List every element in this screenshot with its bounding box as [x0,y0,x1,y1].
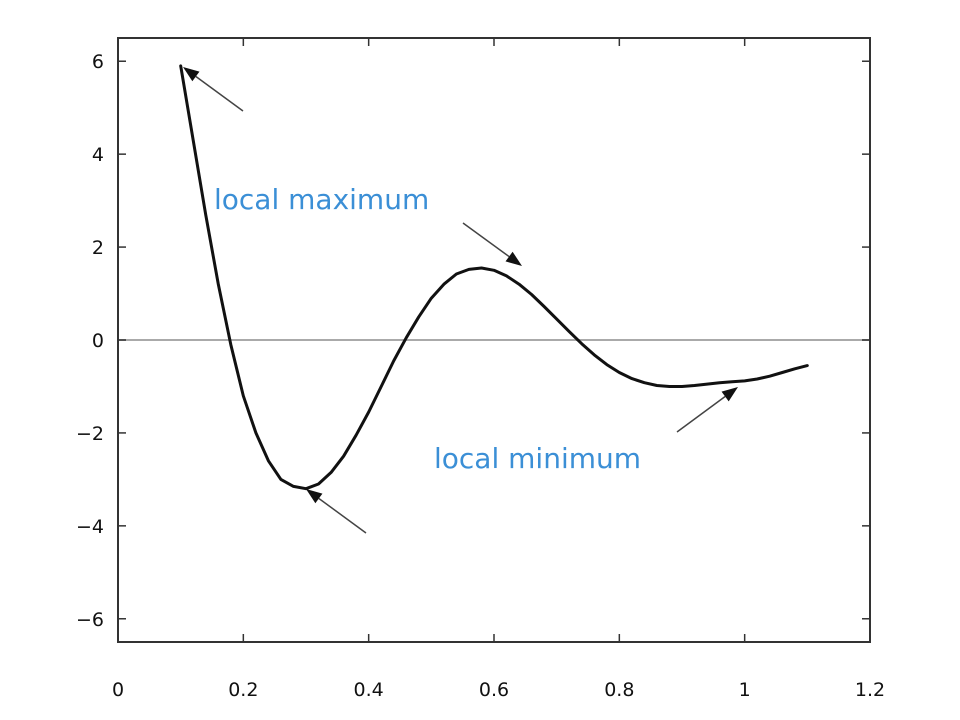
y-tick-label: 6 [92,51,104,73]
arrow-local-maximum [462,222,522,266]
local-minimum-label: local minimum [434,442,641,475]
x-tick-label: 0.6 [479,679,509,701]
y-tick-label: −4 [76,516,104,538]
x-tick-label: 0 [112,679,124,701]
local-maximum-label: local maximum [214,183,429,216]
x-tick-label: 0.2 [228,679,258,701]
x-tick-label: 1.2 [855,679,885,701]
series-line-0 [179,64,809,491]
x-tick-label: 0.8 [604,679,634,701]
arrow-max-endpoint [183,67,244,112]
arrow-local-minimum-right [676,387,738,433]
y-tick-label: 0 [92,330,104,352]
y-tick-label: 4 [92,144,104,166]
y-tick-label: −6 [76,609,104,631]
y-tick-label: 2 [92,237,104,259]
y-tick-label: −2 [76,423,104,445]
x-tick-label: 0.4 [354,679,384,701]
x-tick-label: 1 [739,679,751,701]
arrow-local-minimum-left [306,489,367,534]
